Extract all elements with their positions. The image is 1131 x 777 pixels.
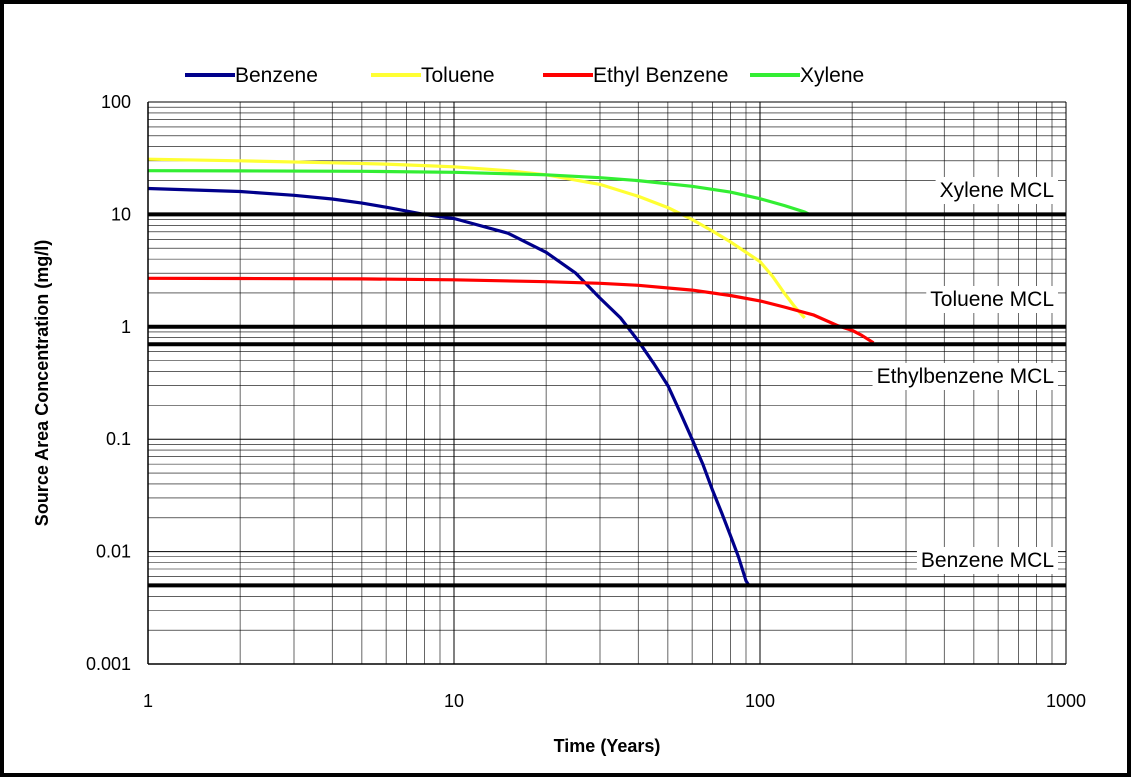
mcl-labels: Xylene MCL Toluene MCL Ethylbenzene MCL Ben… (872, 177, 1058, 574)
x-tick-label: 10 (444, 691, 464, 711)
mcl-label-benzene-mcl: Benzene MCL (921, 549, 1054, 572)
mcl-label-toluene-mcl: Toluene MCL (930, 288, 1054, 311)
grid-minor (148, 102, 1066, 664)
axes (147, 102, 1066, 665)
legend-label-toluene: Toluene (421, 64, 495, 87)
legend-label-benzene: Benzene (235, 64, 318, 87)
legend-label-xylene: Xylene (800, 64, 864, 87)
y-tick-labels: 100 10 1 0.1 0.01 0.001 (86, 92, 131, 674)
series-line-benzene (147, 186, 751, 587)
y-tick-label: 0.001 (86, 654, 131, 674)
x-tick-label: 100 (745, 691, 775, 711)
x-tick-label: 1000 (1046, 691, 1086, 711)
y-axis-title: Source Area Concentration (mg/l) (32, 240, 52, 526)
y-tick-label: 100 (101, 92, 131, 112)
y-tick-label: 1 (121, 317, 131, 337)
mcl-label-background (916, 547, 1058, 574)
x-axis-title: Time (Years) (554, 736, 661, 756)
mcl-label-background (926, 286, 1058, 313)
x-tick-label: 1 (143, 691, 153, 711)
legend-label-ethyl-benzene: Ethyl Benzene (593, 64, 728, 87)
series-line-toluene (147, 157, 806, 319)
y-tick-label: 10 (111, 204, 131, 224)
legend: Benzene Toluene Ethyl Benzene Xylene (185, 64, 864, 87)
mcl-label-ethylbenzene-mcl: Ethylbenzene MCL (877, 365, 1054, 388)
y-tick-label: 0.01 (96, 542, 131, 562)
x-tick-labels: 1 10 100 1000 (143, 691, 1086, 711)
mcl-label-background (872, 363, 1058, 390)
mcl-label-background (935, 177, 1058, 204)
mcl-label-xylene-mcl: Xylene MCL (940, 179, 1054, 202)
y-tick-label: 0.1 (106, 429, 131, 449)
series-line-xylene (147, 169, 811, 216)
mcl-lines (148, 212, 1066, 588)
